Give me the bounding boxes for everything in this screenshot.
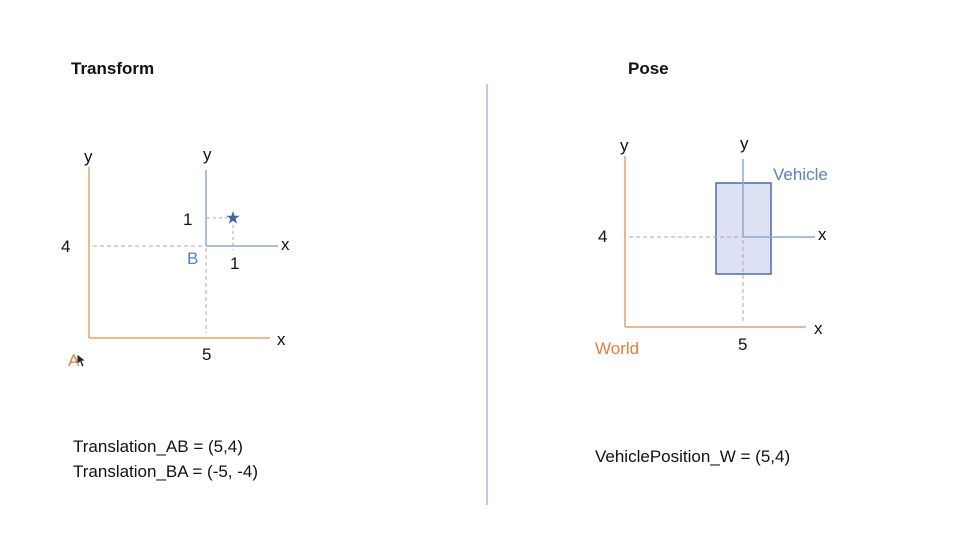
translation-ba-equation: Translation_BA = (-5, -4) <box>73 462 258 481</box>
pose-diagram: y x World 4 5 y x Vehicle VehiclePositio… <box>595 134 828 466</box>
vehicle-name: Vehicle <box>773 165 828 184</box>
origin-b-x-tick: 5 <box>202 345 211 364</box>
world-x-label: x <box>814 319 823 338</box>
frame-b-name: B <box>187 249 198 268</box>
star-icon <box>226 211 240 224</box>
star-x-tick: 1 <box>230 254 239 273</box>
transform-heading: Transform <box>71 59 154 78</box>
world-name: World <box>595 339 639 358</box>
pose-heading: Pose <box>628 59 669 78</box>
frame-a-x-label: x <box>277 330 286 349</box>
origin-b-y-tick: 4 <box>61 237 70 256</box>
transform-diagram: y x A 4 5 y x B 1 1 Translation_AB = (5,… <box>61 145 290 481</box>
frame-b-x-label: x <box>281 235 290 254</box>
star-y-tick: 1 <box>183 210 192 229</box>
translation-ab-equation: Translation_AB = (5,4) <box>73 437 243 456</box>
world-y-label: y <box>620 136 629 155</box>
vehicle-x-tick: 5 <box>738 335 747 354</box>
vehicle-y-label: y <box>740 134 749 153</box>
mouse-cursor-icon <box>77 354 87 368</box>
vehicle-x-label: x <box>818 225 827 244</box>
frame-b-y-label: y <box>203 145 212 164</box>
frame-a-y-label: y <box>84 147 93 166</box>
vehicle-y-tick: 4 <box>598 227 607 246</box>
vehicle-position-equation: VehiclePosition_W = (5,4) <box>595 447 790 466</box>
